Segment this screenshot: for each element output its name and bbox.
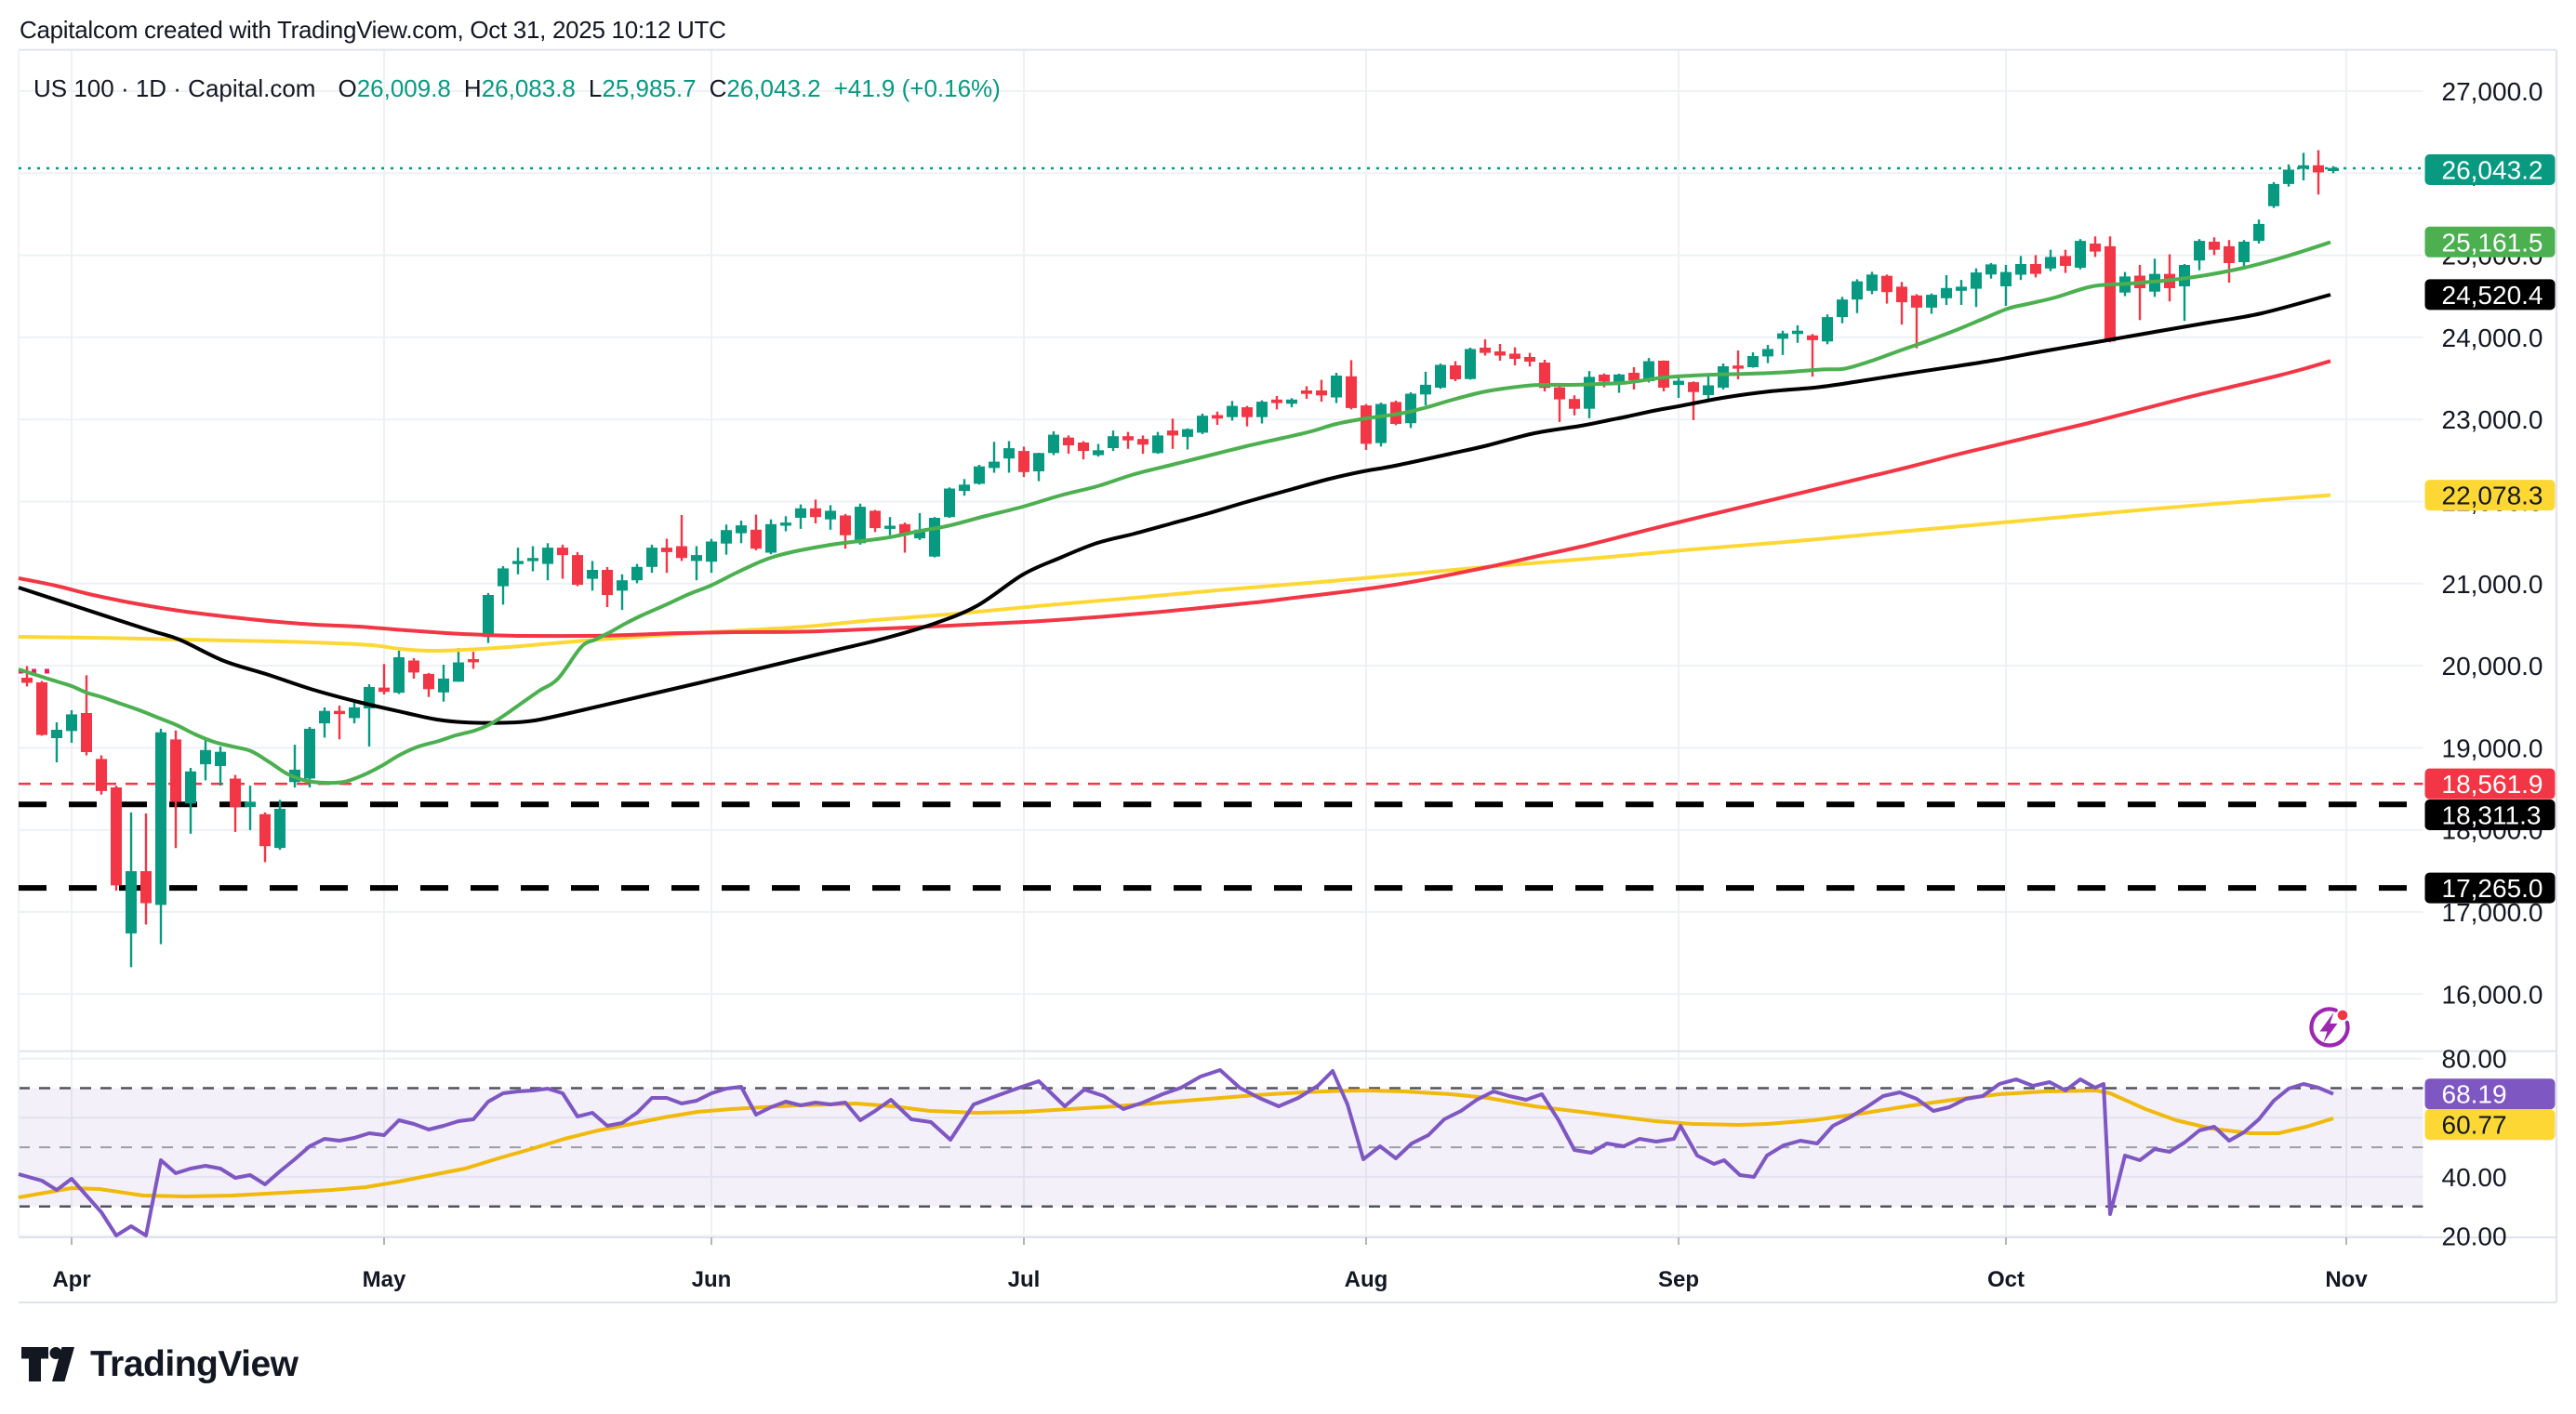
svg-text:80.00: 80.00 (2442, 1045, 2507, 1074)
svg-text:TradingView: TradingView (90, 1344, 299, 1384)
svg-text:May: May (363, 1267, 406, 1292)
svg-text:Jul: Jul (1008, 1267, 1041, 1292)
svg-text:20,000.0: 20,000.0 (2442, 652, 2543, 681)
svg-text:Sep: Sep (1658, 1267, 1699, 1292)
svg-text:Nov: Nov (2325, 1267, 2368, 1292)
svg-text:17,265.0: 17,265.0 (2442, 874, 2543, 903)
svg-text:Capitalcom created with Tradin: Capitalcom created with TradingView.com,… (20, 16, 726, 44)
svg-text:25,161.5: 25,161.5 (2442, 228, 2543, 257)
svg-text:20.00: 20.00 (2442, 1222, 2507, 1251)
svg-text:Apr: Apr (52, 1267, 90, 1292)
svg-text:40.00: 40.00 (2442, 1163, 2507, 1192)
svg-text:23,000.0: 23,000.0 (2442, 405, 2543, 434)
svg-text:21,000.0: 21,000.0 (2442, 570, 2543, 599)
svg-text:24,520.4: 24,520.4 (2442, 281, 2543, 310)
svg-text:19,000.0: 19,000.0 (2442, 733, 2543, 762)
svg-text:Oct: Oct (1987, 1267, 2025, 1292)
svg-text:18,561.9: 18,561.9 (2442, 770, 2543, 799)
svg-text:22,078.3: 22,078.3 (2442, 482, 2543, 510)
svg-text:16,000.0: 16,000.0 (2442, 980, 2543, 1009)
svg-text:24,000.0: 24,000.0 (2442, 324, 2543, 352)
svg-text:26,043.2: 26,043.2 (2442, 156, 2543, 185)
svg-text:27,000.0: 27,000.0 (2442, 77, 2543, 106)
svg-text:68.19: 68.19 (2442, 1080, 2507, 1109)
svg-text:18,311.3: 18,311.3 (2442, 801, 2542, 830)
svg-text:Aug: Aug (1345, 1267, 1388, 1292)
svg-text:60.77: 60.77 (2442, 1111, 2507, 1140)
svg-text:Jun: Jun (692, 1267, 732, 1292)
